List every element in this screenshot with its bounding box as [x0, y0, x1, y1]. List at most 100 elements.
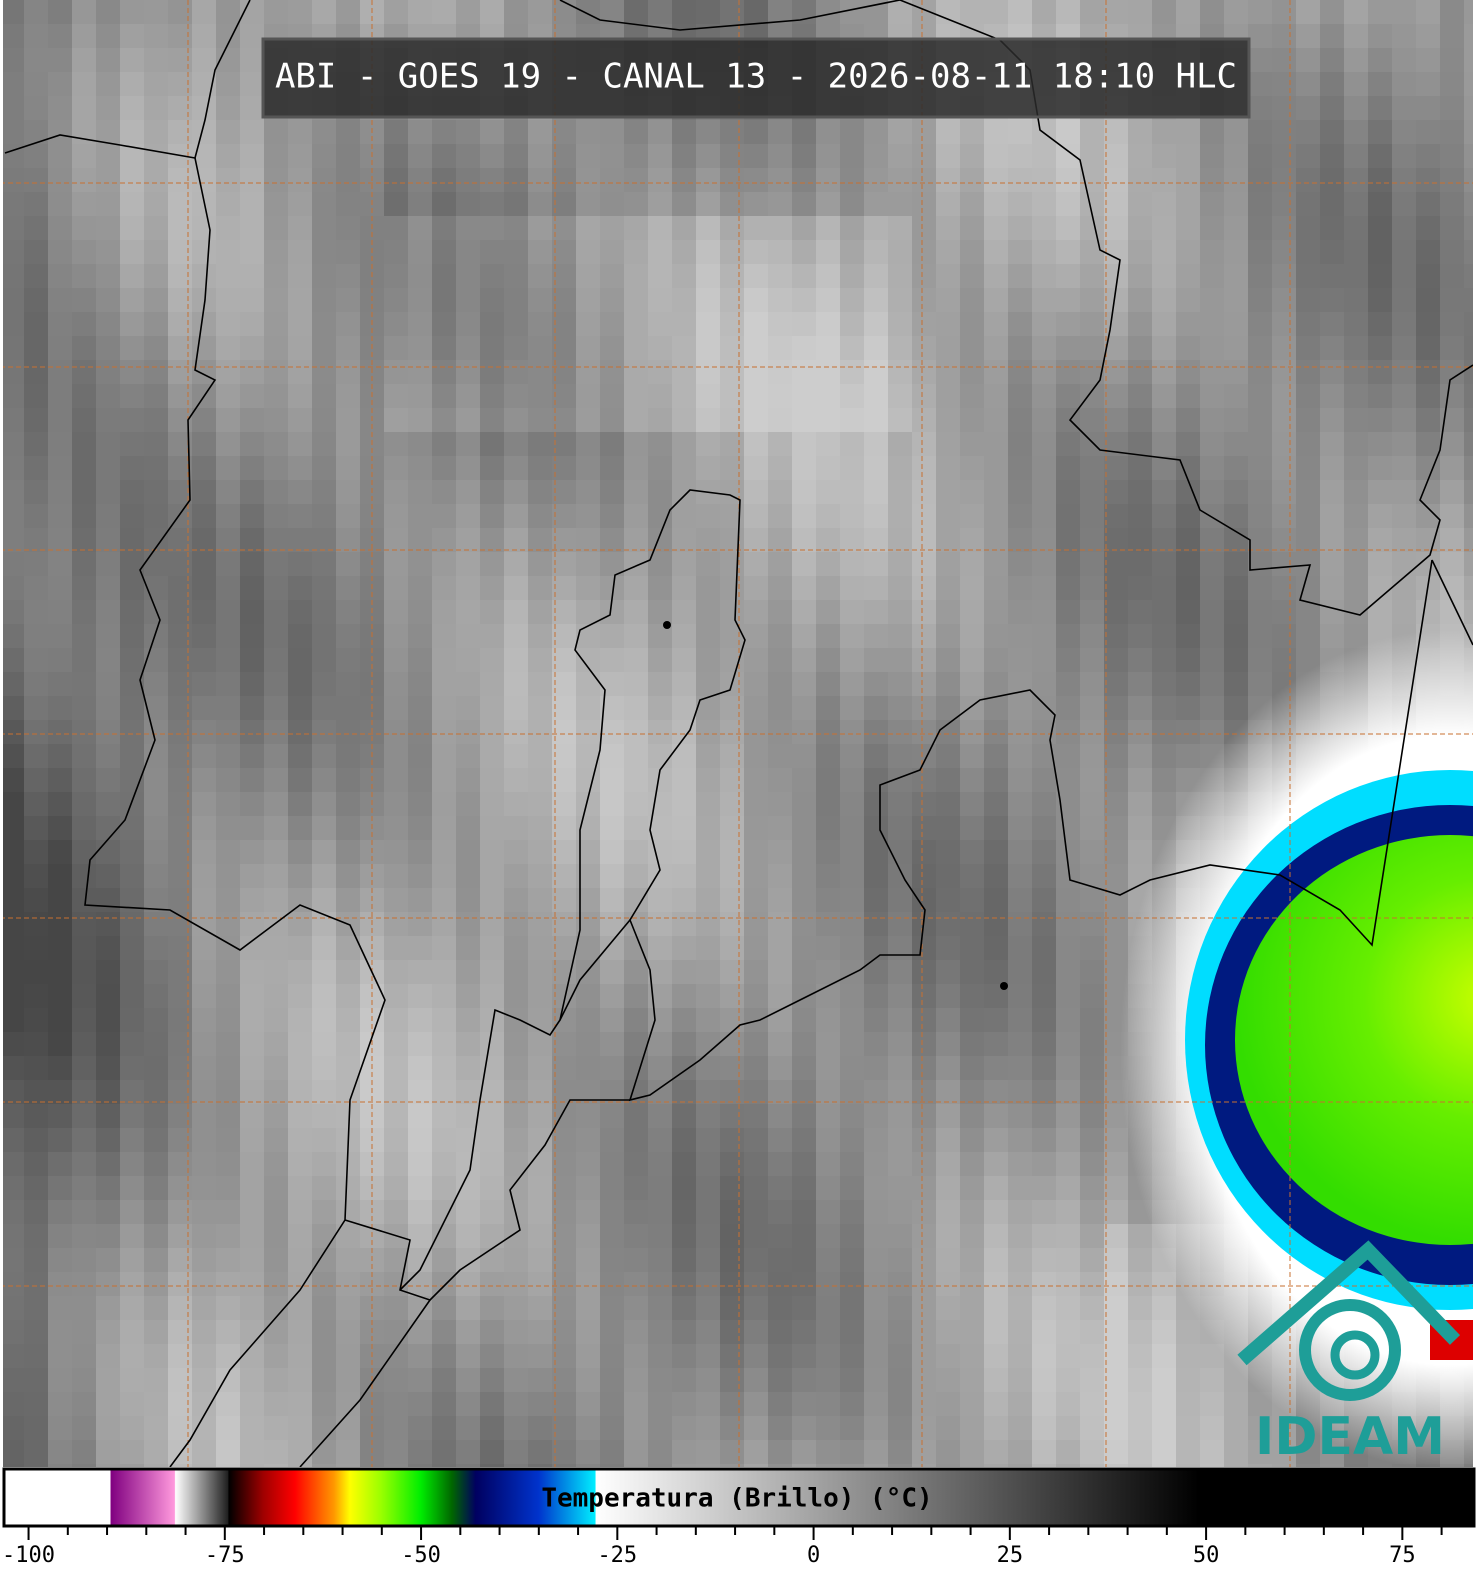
- cloud-cell: [216, 648, 240, 672]
- cloud-cell: [264, 0, 288, 24]
- cloud-cell: [312, 720, 336, 744]
- cloud-cell: [960, 1296, 984, 1320]
- cloud-cell: [96, 144, 120, 168]
- cloud-cell: [144, 432, 168, 456]
- cloud-cell: [96, 600, 120, 624]
- cloud-cell: [384, 384, 408, 408]
- cloud-cell: [576, 984, 600, 1008]
- cloud-cell: [672, 696, 696, 720]
- cloud-cell: [552, 1320, 576, 1344]
- cloud-cell: [408, 744, 432, 768]
- cloud-cell: [840, 984, 864, 1008]
- cloud-cell: [840, 1056, 864, 1080]
- cloud-cell: [96, 1320, 120, 1344]
- cloud-cell: [672, 264, 696, 288]
- cloud-cell: [72, 408, 96, 432]
- cloud-cell: [456, 1440, 480, 1464]
- cloud-cell: [120, 840, 144, 864]
- cloud-cell: [1368, 144, 1392, 168]
- cloud-cell: [720, 336, 744, 360]
- cloud-cell: [912, 120, 936, 144]
- cloud-cell: [504, 384, 528, 408]
- cloud-cell: [96, 696, 120, 720]
- cloud-cell: [384, 720, 408, 744]
- cloud-cell: [72, 1128, 96, 1152]
- cloud-cell: [456, 888, 480, 912]
- cloud-cell: [912, 600, 936, 624]
- cloud-cell: [744, 1272, 768, 1296]
- cloud-cell: [864, 864, 888, 888]
- cloud-cell: [144, 1320, 168, 1344]
- cloud-cell: [768, 624, 792, 648]
- cloud-cell: [288, 1320, 312, 1344]
- cloud-cell: [648, 0, 672, 24]
- cloud-cell: [576, 672, 600, 696]
- cloud-cell: [288, 936, 312, 960]
- cloud-cell: [528, 456, 552, 480]
- logo-swirl: [1330, 1330, 1380, 1380]
- cloud-cell: [888, 576, 912, 600]
- cloud-cell: [24, 1440, 48, 1464]
- cloud-cell: [408, 1440, 432, 1464]
- cloud-cell: [960, 1176, 984, 1200]
- cloud-cell: [672, 1176, 696, 1200]
- cloud-cell: [1032, 480, 1056, 504]
- cloud-cell: [456, 1080, 480, 1104]
- cloud-cell: [216, 1128, 240, 1152]
- cloud-cell: [1152, 552, 1176, 576]
- cloud-cell: [1272, 528, 1296, 552]
- cloud-cell: [96, 1440, 120, 1464]
- cloud-cell: [96, 24, 120, 48]
- cloud-cell: [432, 816, 456, 840]
- cloud-cell: [744, 120, 768, 144]
- cloud-cell: [72, 1080, 96, 1104]
- cloud-cell: [240, 1032, 264, 1056]
- cloud-cell: [72, 1056, 96, 1080]
- cloud-cell: [768, 696, 792, 720]
- cloud-cell: [768, 336, 792, 360]
- cloud-cell: [408, 1248, 432, 1272]
- cloud-cell: [1104, 408, 1128, 432]
- cloud-cell: [216, 1416, 240, 1440]
- cloud-cell: [864, 528, 888, 552]
- cloud-cell: [984, 1416, 1008, 1440]
- cloud-cell: [1272, 624, 1296, 648]
- cloud-cell: [1416, 120, 1440, 144]
- cloud-cell: [1440, 240, 1464, 264]
- cloud-cell: [384, 1008, 408, 1032]
- cloud-cell: [864, 1272, 888, 1296]
- cloud-cell: [768, 576, 792, 600]
- cloud-cell: [432, 1368, 456, 1392]
- cloud-cell: [1032, 264, 1056, 288]
- cloud-cell: [216, 1176, 240, 1200]
- cloud-cell: [744, 696, 768, 720]
- cloud-cell: [1320, 384, 1344, 408]
- cloud-cell: [336, 840, 360, 864]
- cloud-cell: [144, 792, 168, 816]
- cloud-cell: [888, 120, 912, 144]
- cloud-cell: [1296, 432, 1320, 456]
- cloud-cell: [456, 1296, 480, 1320]
- cloud-cell: [528, 1248, 552, 1272]
- cloud-cell: [816, 624, 840, 648]
- cloud-cell: [24, 72, 48, 96]
- cloud-cell: [648, 1368, 672, 1392]
- cloud-cell: [312, 1056, 336, 1080]
- cloud-cell: [192, 24, 216, 48]
- cloud-cell: [768, 1464, 792, 1467]
- cloud-cell: [744, 672, 768, 696]
- cloud-cell: [1152, 360, 1176, 384]
- cloud-cell: [48, 864, 72, 888]
- cloud-cell: [240, 768, 264, 792]
- cloud-cell: [552, 216, 576, 240]
- cloud-cell: [768, 192, 792, 216]
- cloud-cell: [24, 360, 48, 384]
- cloud-cell: [1008, 1440, 1032, 1464]
- cloud-cell: [816, 912, 840, 936]
- cloud-cell: [720, 1392, 744, 1416]
- cloud-cell: [192, 216, 216, 240]
- cloud-cell: [120, 1272, 144, 1296]
- cloud-cell: [936, 1320, 960, 1344]
- tick-label: -50: [401, 1543, 441, 1568]
- cloud-cell: [1200, 1416, 1224, 1440]
